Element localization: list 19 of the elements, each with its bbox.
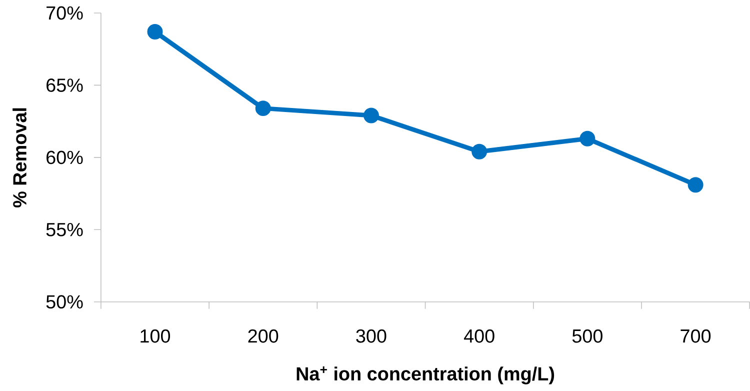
x-tick-label: 400 [464,330,494,343]
point [147,24,163,40]
y-tick-label: 50% [46,295,83,309]
point [472,144,488,160]
x-tick-label: 500 [572,330,602,343]
point [688,177,704,193]
x-tick-label: 700 [680,330,711,343]
x-tick-label: 200 [248,330,278,343]
y-axis-title: % Removal [12,108,26,208]
x-tick-label: 100 [140,330,170,343]
point [255,100,271,116]
x-tick-label: 300 [356,330,386,343]
point [580,131,596,147]
point [363,108,379,124]
y-tick-label: 55% [46,223,83,236]
y-tick-label: 70% [46,6,83,20]
x-axis-title: Na$^{+}$ ion concentration (mg/L) [296,366,554,385]
y-tick-label: 65% [46,78,83,92]
y-tick-label: 60% [46,150,83,164]
